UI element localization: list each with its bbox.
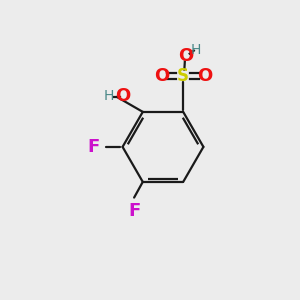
Text: S: S [177,67,189,85]
Text: F: F [87,138,100,156]
Text: O: O [178,47,193,65]
Text: H: H [191,43,201,56]
Text: O: O [154,67,169,85]
Text: H: H [104,89,115,103]
Text: O: O [115,87,130,105]
Text: O: O [197,67,213,85]
Text: F: F [128,202,140,220]
